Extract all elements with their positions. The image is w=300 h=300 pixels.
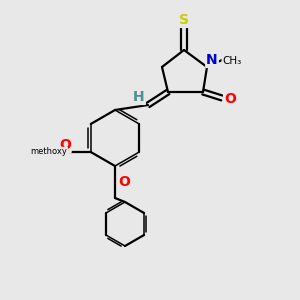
Text: CH₃: CH₃ — [222, 56, 242, 66]
Text: O: O — [118, 175, 130, 189]
Text: S: S — [179, 13, 189, 27]
Text: H: H — [133, 90, 145, 104]
Text: methoxy: methoxy — [30, 148, 67, 157]
Text: O: O — [59, 138, 71, 152]
Text: N: N — [206, 53, 218, 67]
Text: O: O — [224, 92, 236, 106]
